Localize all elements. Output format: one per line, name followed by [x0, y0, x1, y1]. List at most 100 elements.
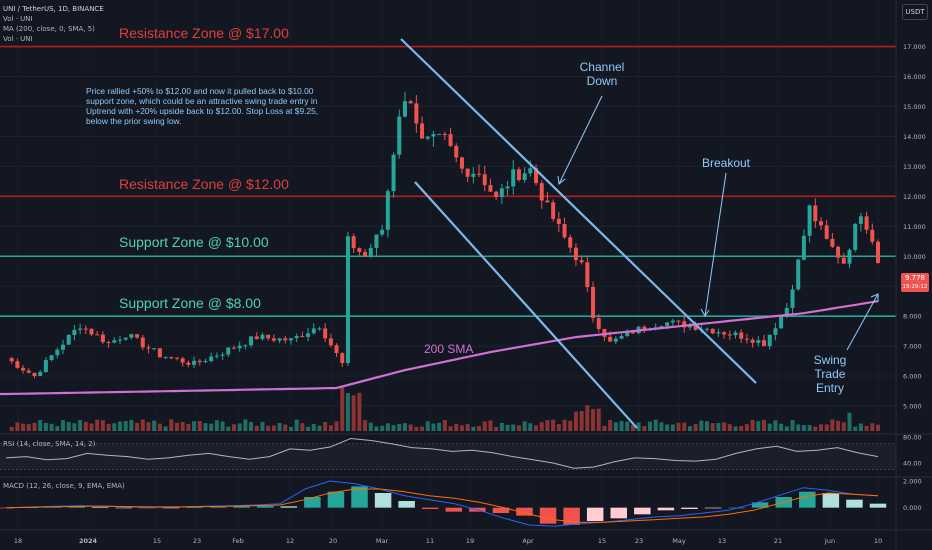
volume-bar	[602, 425, 607, 431]
volume-bar	[357, 392, 362, 431]
candle-body	[43, 360, 48, 373]
candle-body	[60, 344, 65, 350]
volume-bar	[100, 420, 105, 431]
candle-body	[9, 358, 14, 362]
candle-body	[693, 325, 698, 330]
rsi-legend[interactable]: RSI (14, close, SMA, 14, 2)	[3, 440, 96, 448]
volume-bar	[397, 423, 402, 431]
volume-bar	[243, 419, 248, 431]
candle-body	[534, 168, 539, 184]
volume-bar	[385, 423, 390, 431]
volume-bar	[334, 421, 339, 431]
macd-histogram-bar	[846, 499, 863, 508]
volume-bar	[608, 419, 613, 431]
price-tick-label: 8.000	[903, 313, 922, 321]
swing-arrowhead	[870, 293, 879, 302]
candle-body	[767, 334, 772, 347]
candle-body	[21, 367, 26, 371]
volume-bar	[716, 422, 721, 431]
candle-body	[499, 188, 504, 198]
candle-body	[773, 328, 778, 335]
volume-bar	[796, 424, 801, 431]
candle-body	[516, 169, 521, 180]
volume-bar	[556, 424, 561, 431]
candle-body	[83, 328, 88, 330]
rsi-tick-label: 40.00	[903, 460, 922, 468]
currency-button[interactable]: USDT	[902, 4, 928, 20]
candle-body	[716, 332, 721, 334]
volume-legend[interactable]: Vol · UNI	[3, 15, 33, 23]
macd-tick-label: 2.000	[903, 478, 922, 486]
time-tick-label: Apr	[522, 537, 534, 545]
candle-body	[556, 218, 561, 225]
volume-bar	[21, 423, 26, 431]
volume-bar	[693, 424, 698, 431]
volume-bar	[870, 423, 875, 431]
candle-body	[32, 372, 37, 377]
candle-body	[522, 173, 527, 180]
volume-bar	[534, 425, 539, 431]
candle-body	[129, 334, 134, 338]
candle-body	[864, 216, 869, 230]
ma-legend[interactable]: MA (200, close, 0, SMA, 5)	[3, 25, 95, 33]
price-tick-label: 13.000	[903, 163, 926, 171]
channel-down-label: Channel Down	[572, 60, 632, 88]
candle-body	[197, 360, 202, 363]
candle-body	[72, 329, 77, 335]
candle-body	[271, 338, 276, 341]
candle-body	[260, 334, 265, 340]
macd-legend[interactable]: MACD (12, 26, close, 9, EMA, EMA)	[3, 482, 125, 490]
macd-tick-label: 0.000	[903, 504, 922, 512]
candle-body	[425, 136, 430, 139]
candle-body	[870, 229, 875, 242]
volume-bar	[237, 423, 242, 431]
candle-body	[106, 342, 111, 344]
candle-body	[676, 320, 681, 322]
volume-bar	[55, 426, 60, 431]
swing-label-line1: Swing	[813, 353, 847, 367]
candle-body	[836, 246, 841, 258]
candle-body	[49, 355, 54, 361]
candle-body	[813, 205, 818, 222]
candle-body	[186, 362, 191, 365]
volume-bar	[830, 419, 835, 431]
volume-bar	[756, 421, 761, 431]
candle-body	[744, 338, 749, 340]
swing-trade-entry-label: Swing Trade Entry	[806, 353, 854, 395]
volume-bar	[374, 426, 379, 431]
time-tick-label: 23	[193, 537, 201, 545]
candle-body	[323, 328, 328, 339]
volume-bar	[197, 420, 202, 431]
candle-body	[146, 347, 151, 349]
macd-histogram-bar	[657, 507, 675, 511]
candle-body	[345, 236, 350, 364]
volume-bar	[231, 424, 236, 431]
candle-body	[95, 334, 100, 336]
symbol-title[interactable]: UNI / TetherUS, 1D, BINANCE	[3, 5, 104, 13]
sma-200-path	[0, 300, 879, 396]
candle-body	[756, 340, 761, 343]
volume-bar	[203, 423, 208, 431]
candle-body	[243, 345, 248, 347]
volume-bar	[123, 420, 128, 431]
volume-bar	[152, 420, 157, 431]
volume-bar	[288, 426, 293, 431]
time-tick-label: 11	[426, 537, 434, 545]
candle-body	[573, 247, 578, 261]
volume-bar	[163, 426, 168, 431]
volume-legend-2[interactable]: Vol · UNI	[3, 35, 33, 43]
volume-bar	[437, 422, 442, 431]
candle-body	[801, 235, 806, 260]
volume-bar	[140, 419, 145, 431]
volume-bar	[648, 421, 653, 431]
candle-body	[174, 357, 179, 359]
channel-upper-line	[400, 38, 757, 384]
time-tick-label: 10	[874, 537, 882, 545]
volume-bar	[260, 421, 265, 431]
candle-body	[214, 355, 219, 357]
volume-bar	[511, 424, 516, 431]
volume-bar	[317, 425, 322, 431]
annotation-arrows	[557, 95, 879, 351]
price-tick-label: 10.000	[903, 253, 926, 261]
